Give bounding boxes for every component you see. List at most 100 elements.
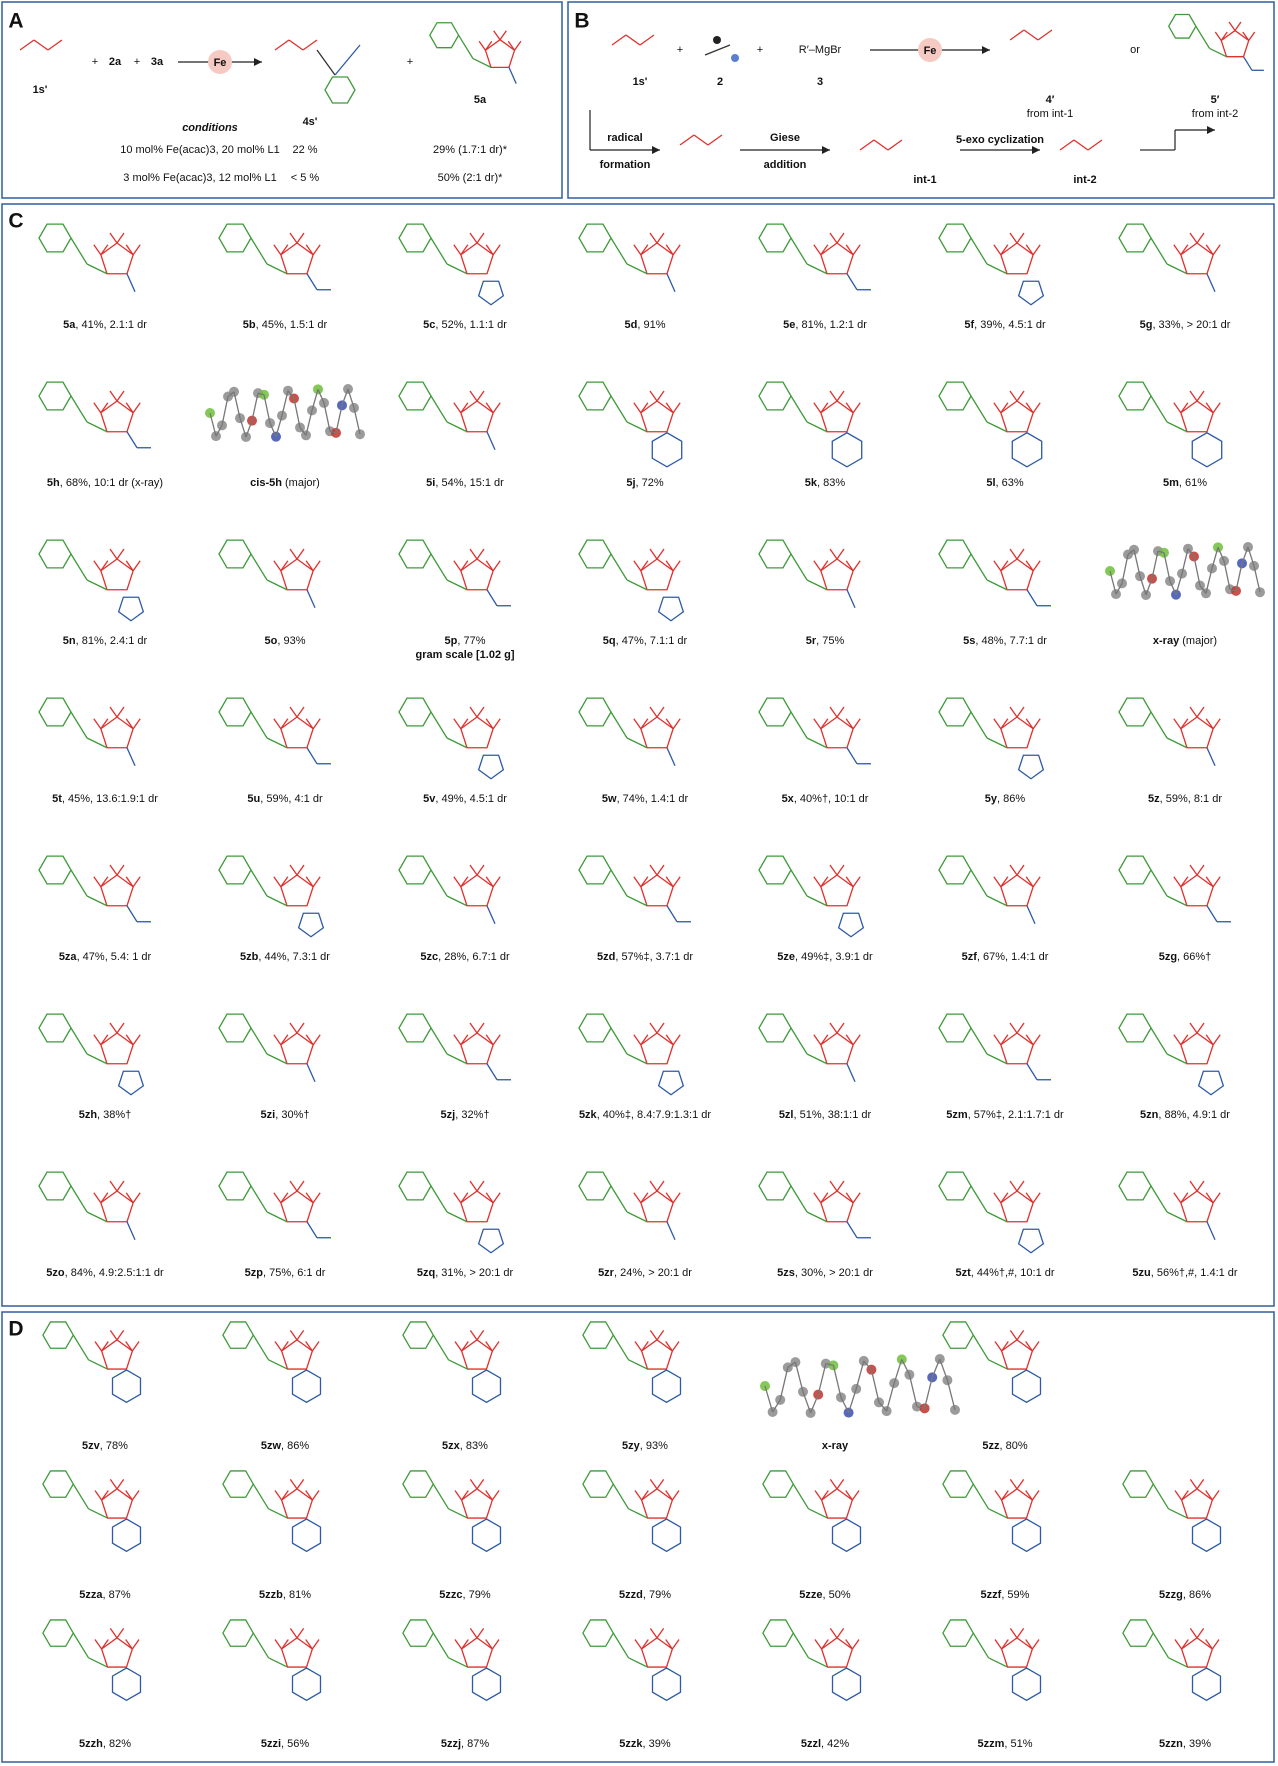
bond: [971, 554, 987, 580]
bond: [274, 877, 281, 887]
bond: [1224, 561, 1230, 589]
label: +: [757, 44, 763, 56]
compound-yield: , 84%, 4.9:2.5:1:1 dr: [65, 1267, 164, 1279]
structure: [403, 1322, 501, 1402]
bond: [477, 1023, 484, 1033]
bond: [971, 396, 987, 422]
bond: [1033, 403, 1040, 413]
bond: [837, 865, 844, 875]
compound-label: 5zg: [1159, 951, 1177, 963]
compound-caption: 5r, 75%: [806, 635, 845, 647]
ring: [403, 1620, 433, 1646]
compound-caption: 5zg, 66%†: [1159, 951, 1212, 963]
compound-label: 5g: [1140, 319, 1153, 331]
ring: [759, 224, 791, 252]
bond: [1027, 906, 1035, 924]
ring: [1123, 1471, 1153, 1497]
ring: [473, 1370, 501, 1402]
structure: [1119, 224, 1220, 292]
bond: [1197, 1023, 1204, 1033]
structure: [399, 224, 503, 305]
bond: [132, 1491, 139, 1501]
bond: [127, 748, 135, 766]
bond: [673, 1035, 680, 1045]
compound-label: 5zw: [261, 1440, 282, 1452]
ring: [943, 1620, 973, 1646]
bond: [640, 35, 654, 45]
compound-label: 5zh: [79, 1109, 98, 1121]
bond: [313, 877, 320, 887]
compound-caption: 5zzb, 81%: [259, 1589, 311, 1601]
bond: [1032, 1491, 1039, 1501]
bond: [493, 719, 500, 729]
compound-label: 5h: [47, 477, 60, 489]
bond: [657, 391, 664, 401]
bond: [487, 590, 497, 606]
bond: [837, 1181, 844, 1191]
compound-yield: , 44%, 7.3:1 dr: [258, 951, 330, 963]
compound-caption: 5zk, 40%‡, 8.4:7.9:1.3:1 dr: [579, 1109, 711, 1121]
structure: [399, 856, 500, 924]
ring: [943, 1322, 973, 1348]
ring: [325, 77, 355, 103]
ring: [293, 1668, 321, 1700]
compound-caption: 5zp, 75%, 6:1 dr: [245, 1267, 326, 1279]
structure: [403, 1471, 501, 1551]
bond: [634, 561, 641, 571]
structure: [219, 1014, 320, 1082]
bond: [110, 1330, 117, 1340]
compound-caption: 5k, 83%: [805, 477, 846, 489]
structure: [1060, 140, 1102, 150]
compound-yield: (major): [282, 477, 320, 489]
compound-caption: 5zo, 84%, 4.9:2.5:1:1 dr: [46, 1267, 164, 1279]
label: 4s': [303, 116, 318, 128]
bond: [251, 712, 267, 738]
ring: [39, 382, 71, 410]
compound-yield: , 83%: [460, 1440, 488, 1452]
bond: [780, 1367, 788, 1399]
bond: [830, 1181, 837, 1191]
bond: [470, 1330, 477, 1340]
label: +: [92, 56, 98, 68]
bond: [274, 245, 281, 255]
compound-caption: 5za, 47%, 5.4: 1 dr: [59, 951, 152, 963]
compound-caption: 5e, 81%, 1.2:1 dr: [783, 319, 867, 331]
bond: [1010, 865, 1017, 875]
bond: [694, 135, 708, 145]
label: R′–MgBr: [799, 44, 842, 56]
compound-yield: , 59%: [1001, 1589, 1029, 1601]
compound-yield: , 86%: [1183, 1589, 1211, 1601]
compound-caption: 5w, 74%, 1.4:1 dr: [602, 793, 689, 805]
structure: [1010, 30, 1052, 40]
ring: [1119, 1014, 1151, 1042]
label: or: [1130, 44, 1140, 56]
compound-caption: 5zz, 80%: [982, 1440, 1027, 1452]
compound-caption: 5zh, 38%†: [79, 1109, 132, 1121]
compound-caption: 5zzg, 86%: [1159, 1589, 1211, 1601]
compound-yield: , 81%, 2.4:1 dr: [76, 635, 148, 647]
bond: [1017, 1479, 1024, 1489]
ring: [39, 698, 71, 726]
bond: [1213, 1193, 1220, 1203]
structure: [759, 540, 860, 608]
bond: [73, 1484, 88, 1509]
ring: [759, 698, 791, 726]
bond: [657, 1330, 664, 1340]
bond: [1235, 22, 1241, 31]
compound-label: 5k: [805, 477, 818, 489]
ring: [939, 1172, 971, 1200]
ring: [479, 755, 504, 779]
compound-caption: 5zze, 50%: [799, 1589, 851, 1601]
bond: [48, 40, 62, 50]
bond: [1017, 233, 1024, 243]
bond: [493, 403, 500, 413]
bond: [634, 245, 641, 255]
bond: [71, 554, 87, 580]
bond: [95, 1491, 102, 1501]
ring: [113, 1370, 141, 1402]
bond: [837, 1628, 844, 1638]
label: 3 mol% Fe(acac)3, 12 mol% L1: [123, 172, 276, 184]
bond: [650, 1479, 657, 1489]
ring: [399, 698, 431, 726]
ring: [759, 856, 791, 884]
